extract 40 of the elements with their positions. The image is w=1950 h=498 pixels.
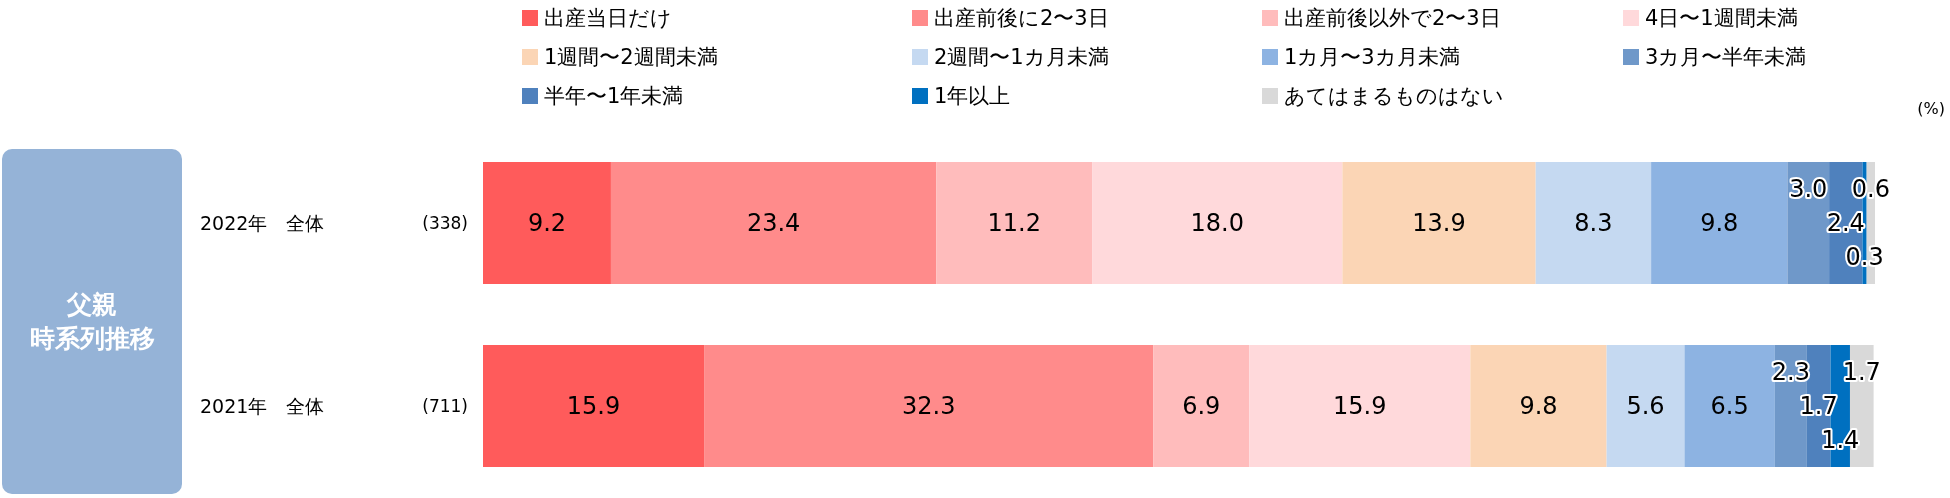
bar [610,162,937,284]
bar [1249,345,1471,467]
bar [1342,162,1536,284]
bar [1153,345,1250,467]
y-tick-label: 2021年 全体 [200,395,325,417]
data-label: 15.9 [566,392,621,420]
data-label: 6.5 [1710,392,1749,420]
data-label: 3.0 [1789,174,1828,203]
text: 時系列推移 [29,323,155,353]
bar [483,162,611,284]
data-label: 9.2 [527,209,567,237]
bar [1470,345,1607,467]
bar [1092,162,1343,284]
data-label: 11.2 [987,209,1041,237]
text: (%) [1917,98,1945,118]
bar [936,162,1093,284]
bar [1684,345,1775,467]
data-label: 2.4 [1826,209,1865,237]
data-label: 8.3 [1574,209,1613,237]
data-label: 9.8 [1700,209,1739,237]
data-label: 15.9 [1333,392,1387,420]
data-label: 23.4 [746,209,801,237]
data-label: 1.7 [1799,392,1838,420]
data-label: 18.0 [1190,209,1244,237]
y-tick-label: 2022年 全体 [200,212,325,234]
text: 父親 [66,289,117,319]
legend-label: 1年以上 [934,84,1011,108]
data-label: 5.6 [1626,392,1665,420]
data-label: 13.9 [1412,209,1466,237]
text: (338) [422,213,468,233]
bar [1606,345,1685,467]
bar [1651,162,1788,284]
bar [704,345,1154,467]
bar [483,345,705,467]
data-label: 9.8 [1519,392,1558,420]
data-label: 6.9 [1182,392,1221,420]
bar [1535,162,1652,284]
data-label: 32.3 [901,392,956,420]
data-label: 2.3 [1771,357,1810,386]
text: (711) [422,396,468,416]
